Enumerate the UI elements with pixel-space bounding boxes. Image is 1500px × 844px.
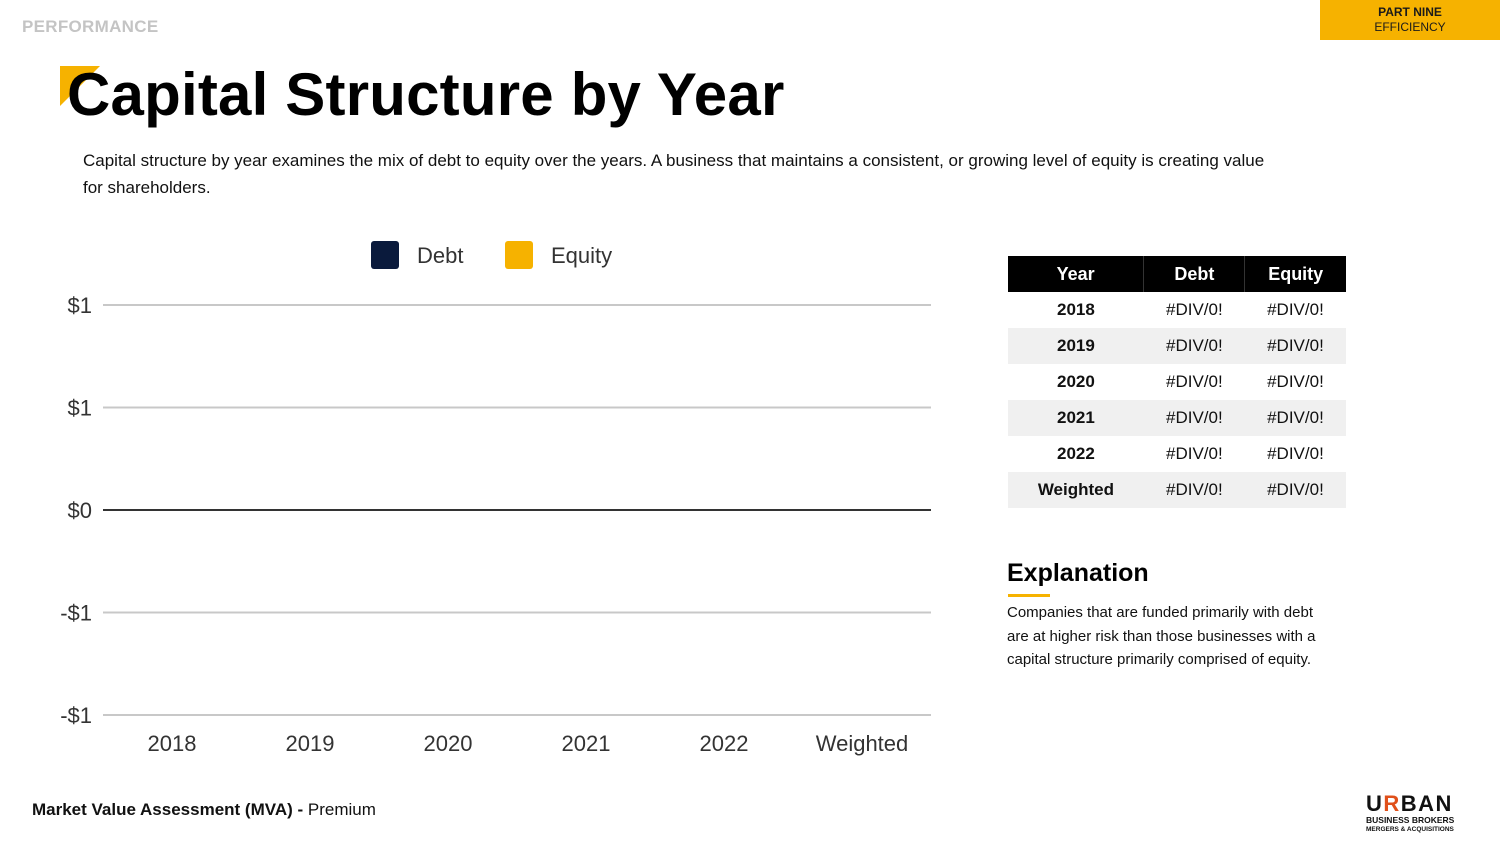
x-tick-label: 2019 <box>286 731 335 756</box>
chart-x-axis: 2018 2019 2020 2021 2022 Weighted <box>148 731 909 756</box>
explanation-text: Companies that are funded primarily with… <box>1007 604 1316 668</box>
y-tick-label: $0 <box>68 498 92 523</box>
x-tick-label: 2018 <box>148 731 197 756</box>
footer-report-name: Market Value Assessment (MVA) - <box>32 800 304 819</box>
row-debt: #DIV/0! <box>1166 444 1223 463</box>
section-label: PERFORMANCE <box>22 17 159 36</box>
chart-gridlines <box>103 304 931 716</box>
table-row: 2021 #DIV/0! #DIV/0! <box>1008 400 1346 436</box>
legend-swatch-debt <box>371 241 399 269</box>
row-equity: #DIV/0! <box>1244 328 1346 364</box>
logo-tagline: MERGERS & ACQUISITIONS <box>1366 826 1454 833</box>
table-row: 2019 #DIV/0! #DIV/0! <box>1008 328 1346 364</box>
table-row: 2020 #DIV/0! #DIV/0! <box>1008 364 1346 400</box>
y-tick-label: -$1 <box>60 601 92 626</box>
page-title: Capital Structure by Year <box>67 61 785 128</box>
legend-label-equity: Equity <box>551 243 612 268</box>
part-badge: PART NINE EFFICIENCY <box>1320 0 1500 40</box>
table-row: 2018 #DIV/0! #DIV/0! <box>1008 292 1346 328</box>
table-row: Weighted #DIV/0! #DIV/0! <box>1008 472 1346 508</box>
footer-tier: Premium <box>307 800 376 819</box>
row-year: 2019 <box>1008 328 1144 364</box>
row-year: 2020 <box>1056 372 1095 391</box>
footer: Market Value Assessment (MVA) - Premium <box>32 800 376 820</box>
title-corner-accent <box>60 66 100 106</box>
column-header: Debt <box>1143 256 1246 292</box>
row-debt: #DIV/0! <box>1143 328 1245 364</box>
table-header-row: Year Debt Equity <box>1008 256 1346 292</box>
y-tick-label: $1 <box>68 396 92 421</box>
row-year: Weighted <box>1008 472 1144 508</box>
row-year: 2018 <box>1056 300 1095 319</box>
row-debt: #DIV/0! <box>1143 472 1245 508</box>
row-year: 2021 <box>1008 400 1144 436</box>
logo-subtitle: BUSINESS BROKERS <box>1366 815 1455 825</box>
logo-wordmark: URBAN <box>1366 791 1453 816</box>
row-debt: #DIV/0! <box>1166 300 1223 319</box>
chart-y-axis: $1 $1 $0 -$1 -$1 <box>60 293 92 728</box>
column-header: Year <box>1008 256 1145 292</box>
explanation-underline <box>1008 594 1050 597</box>
row-equity: #DIV/0! <box>1267 300 1324 319</box>
legend-label-debt: Debt <box>417 243 463 268</box>
legend-swatch-equity <box>505 241 533 269</box>
row-year: 2022 <box>1056 444 1095 463</box>
row-equity: #DIV/0! <box>1267 372 1324 391</box>
row-equity: #DIV/0! <box>1267 444 1324 463</box>
explanation-title: Explanation <box>1007 559 1149 587</box>
table-row: 2022 #DIV/0! #DIV/0! <box>1008 436 1346 472</box>
capital-structure-table: Year Debt Equity 2018 #DIV/0! #DIV/0! 20… <box>1008 256 1346 508</box>
company-logo: URBAN BUSINESS BROKERS MERGERS & ACQUISI… <box>1366 793 1474 834</box>
row-debt: #DIV/0! <box>1143 400 1245 436</box>
x-tick-label: 2020 <box>424 731 473 756</box>
intro-text: Capital structure by year examines the m… <box>83 151 1265 197</box>
row-equity: #DIV/0! <box>1244 400 1346 436</box>
x-tick-label: 2022 <box>700 731 749 756</box>
x-tick-label: Weighted <box>816 731 909 756</box>
row-debt: #DIV/0! <box>1166 372 1223 391</box>
y-tick-label: -$1 <box>60 703 92 728</box>
chart-legend: Debt Equity <box>371 241 612 269</box>
y-tick-label: $1 <box>68 293 92 318</box>
row-equity: #DIV/0! <box>1244 472 1346 508</box>
part-number: PART NINE <box>1378 5 1442 19</box>
column-header: Equity <box>1244 256 1346 292</box>
x-tick-label: 2021 <box>562 731 611 756</box>
part-name: EFFICIENCY <box>1374 20 1446 34</box>
capital-structure-chart: Debt Equity $1 $1 $0 -$1 -$1 2018 2019 2020 202… <box>60 241 931 756</box>
